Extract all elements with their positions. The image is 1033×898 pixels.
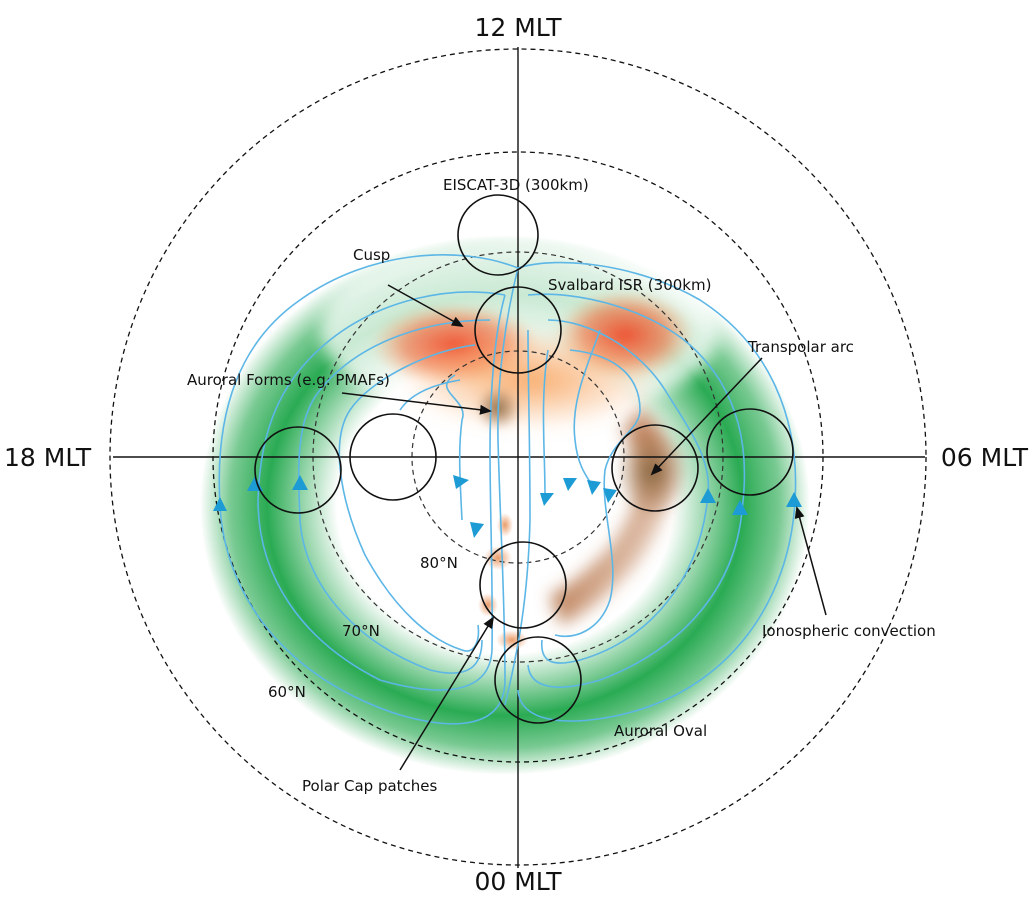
auroral-oval-label: Auroral Oval: [614, 722, 707, 740]
annotation-pointers: [341, 284, 827, 771]
convection-arrow: [587, 480, 601, 495]
svalbard-isr-coverage-circle: [474, 286, 562, 374]
convection-arrow: [540, 493, 554, 506]
svalbard-isr-label: Svalbard ISR (300km): [548, 276, 711, 294]
convection-arrow: [700, 488, 716, 503]
auroral-forms-label: Auroral Forms (e.g. PMAFs): [187, 371, 390, 389]
cusp-pointer: [387, 284, 464, 327]
ionospheric-convection-pointer: [794, 506, 827, 616]
convection-arrow: [603, 488, 617, 503]
convection-arrow: [292, 475, 308, 490]
convection-arrows: [213, 475, 802, 538]
latitude-label-60: 60°N: [268, 683, 306, 701]
convection-arrow: [563, 478, 577, 491]
radar-circle-dusk-outer: [254, 426, 342, 514]
convection-arrow: [470, 522, 484, 538]
convection-arrow: [786, 492, 802, 507]
cusp-label: Cusp: [353, 246, 390, 264]
midnight-mlt-label: 00 MLT: [474, 867, 562, 896]
polar-cap-patches-label: Polar Cap patches: [302, 777, 438, 795]
transpolar-arc-pointer: [650, 357, 763, 476]
ionospheric-convection-label: Ionospheric convection: [762, 622, 936, 640]
radar-circle-dawn-outer: [706, 408, 794, 496]
auroral-forms-pointer: [341, 392, 492, 415]
eiscat-3d-coverage-circle: [457, 194, 539, 276]
radar-circle-dawn-inner: [611, 424, 699, 512]
noon-mlt-label: 12 MLT: [474, 13, 562, 42]
convection-arrow: [732, 500, 748, 515]
latitude-label-70: 70°N: [342, 622, 380, 640]
radar-coverage-circles: [254, 194, 794, 724]
latitude-label-80: 80°N: [420, 554, 458, 572]
polar-cap-patches-pointer: [399, 616, 495, 771]
radar-circle-night-inner: [479, 541, 567, 629]
radar-circle-dusk-inner: [349, 413, 437, 501]
radar-circle-night-outer: [494, 636, 582, 724]
transpolar-arc-label: Transpolar arc: [747, 338, 854, 356]
convection-arrow: [213, 497, 227, 511]
dusk-mlt-label: 18 MLT: [4, 443, 92, 472]
convection-dusk-cell: [218, 254, 519, 725]
dawn-mlt-label: 06 MLT: [941, 443, 1029, 472]
convection-arrow: [453, 475, 469, 489]
eiscat-3d-label: EISCAT-3D (300km): [443, 176, 589, 194]
